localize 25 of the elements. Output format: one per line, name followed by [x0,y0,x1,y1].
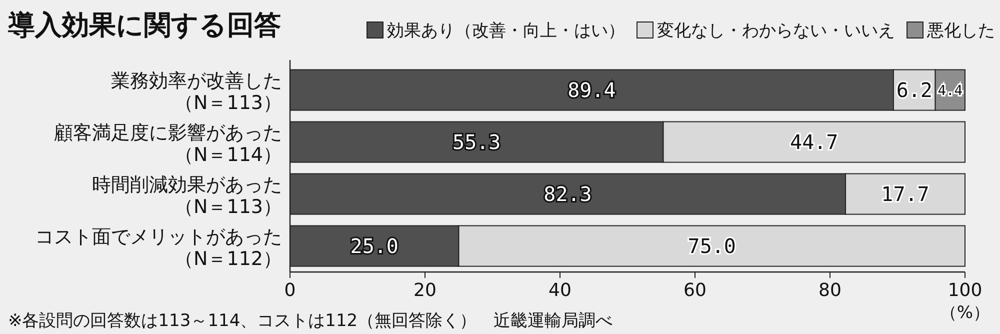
x-tick-label: 0 [284,280,296,301]
x-axis-title: （%） [940,303,990,323]
x-tick-label: 60 [684,280,706,301]
data-label: 89.4 [568,78,616,102]
chart-title: 導入効果に関する回答 [7,10,281,41]
x-tick-label: 100 [948,280,982,301]
data-label: 82.3 [544,182,592,206]
y-tick-label: コスト面でメリットがあった（N＝112） [35,226,282,270]
x-tick-label: 40 [548,280,572,301]
y-tick-label: 業務効率が改善した（N＝113） [111,70,282,114]
legend-label: 効果あり（改善・向上・はい） [387,21,625,41]
data-label: 75.0 [688,234,736,258]
legend-label: 悪化した [926,21,995,41]
data-label: 55.3 [452,130,501,154]
data-label: 44.7 [790,130,838,154]
x-tick-label: 80 [818,280,842,301]
data-label: 4.4 [938,82,963,99]
text: ※各設問の回答数は113～114、コストは112（無回答除く） 近畿運輸局調べ [8,311,613,331]
data-label: 6.2 [896,78,932,102]
x-tick-label: 20 [414,280,436,301]
data-label: 17.7 [881,182,930,206]
data-label: 25.0 [350,234,398,258]
y-tick-label: 時間削減効果があった（N＝113） [92,174,282,218]
y-tick-label: 顧客満足度に影響があった（N＝114） [54,122,282,166]
legend-label: 変化なし・わからない・いいえ [657,21,895,41]
